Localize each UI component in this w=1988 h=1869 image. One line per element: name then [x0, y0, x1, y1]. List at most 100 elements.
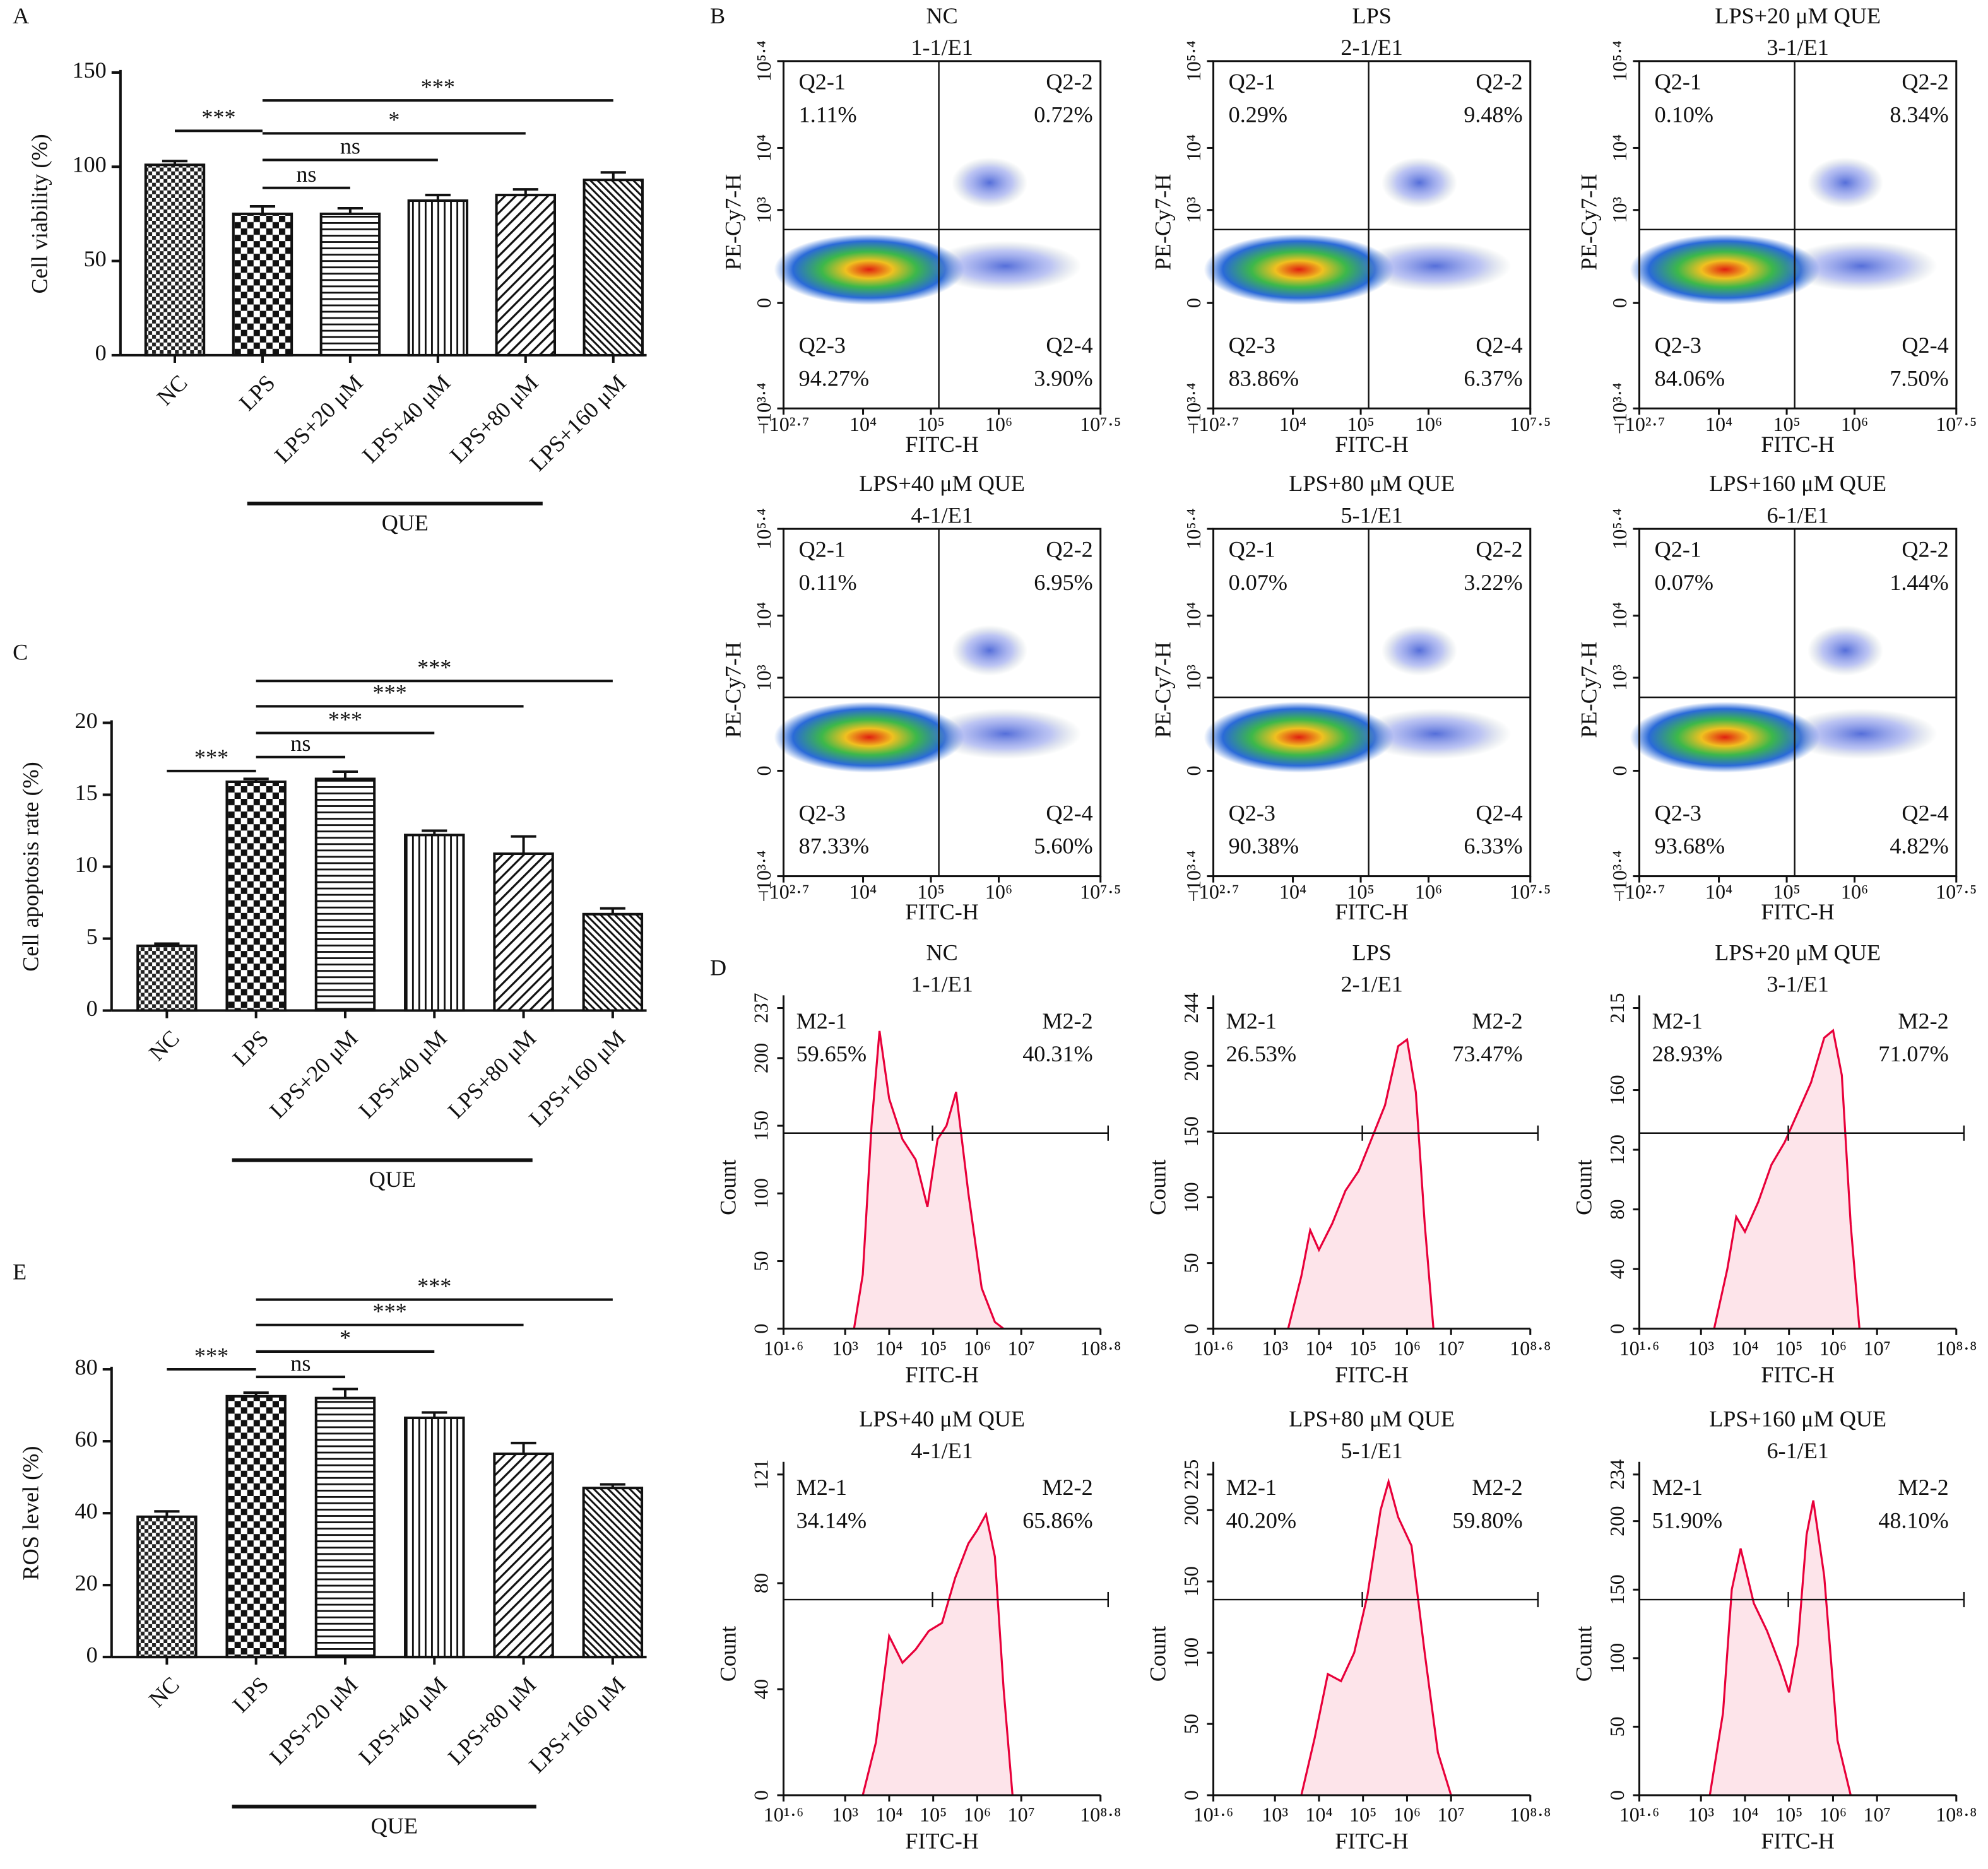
x-tick-label: LPS+40 μM	[357, 370, 455, 468]
y-tick-label: 40	[750, 1679, 772, 1699]
y-axis-label: PE-Cy7-H	[720, 174, 745, 271]
bar	[404, 834, 465, 1012]
y-tick-label: 10³	[752, 197, 775, 223]
plot-subtitle: 5-1/E1	[1340, 502, 1402, 528]
quadrant-value: 83.86%	[1229, 365, 1299, 391]
y-tick-label: 200	[750, 1043, 772, 1073]
x-tick-label: 10⁸·⁸	[1080, 1336, 1121, 1359]
y-tick-label: 200	[1180, 1051, 1202, 1081]
gate-value: 40.31%	[1022, 1041, 1092, 1066]
x-tick-label: 10⁶	[964, 1336, 991, 1359]
y-tick-label: 50	[750, 1251, 772, 1271]
population	[1204, 702, 1394, 773]
x-tick-label: LPS+20 μM	[264, 1025, 362, 1123]
y-tick-label: 10⁴	[1608, 602, 1631, 629]
gate-name: M2-1	[1652, 1008, 1703, 1034]
y-tick-label: 10⁵·⁴	[1608, 509, 1631, 550]
quadrant-value: 87.33%	[799, 834, 869, 859]
quadrant-name: Q2-3	[1229, 800, 1275, 825]
gate-value: 71.07%	[1878, 1041, 1948, 1066]
x-axis-label: FITC-H	[905, 1362, 979, 1387]
y-tick-label: 100	[1606, 1643, 1628, 1673]
x-tick-label: 10³	[832, 1803, 858, 1826]
quadrant-value: 3.90%	[1034, 365, 1092, 391]
significance-label: ns	[296, 162, 316, 187]
x-axis-label: FITC-H	[905, 899, 979, 924]
x-tick-label: 10⁷	[1008, 1803, 1035, 1826]
x-tick-label: 10⁶	[1841, 413, 1868, 435]
y-tick-label: 150	[1180, 1566, 1202, 1596]
y-tick-label: 0	[86, 996, 98, 1021]
bar	[407, 199, 469, 357]
significance-label: ***	[417, 654, 451, 680]
significance-label: ***	[373, 680, 407, 705]
gate-name: M2-1	[796, 1008, 847, 1034]
gate-value: 65.86%	[1022, 1507, 1092, 1533]
x-tick-label: LPS	[228, 1672, 273, 1718]
significance-label: ***	[194, 745, 228, 770]
x-tick-label: 10⁸·⁸	[1510, 1803, 1551, 1826]
group-label: QUE	[369, 1167, 416, 1192]
significance-label: ***	[201, 105, 235, 130]
quadrant-value: 6.33%	[1464, 834, 1522, 859]
bar	[493, 1453, 554, 1659]
x-tick-label: 10⁴	[1305, 1803, 1332, 1826]
x-tick-label: 10⁵	[917, 880, 944, 903]
y-tick-label: 0	[1180, 1324, 1202, 1334]
plot-title: LPS+20 μM QUE	[1715, 3, 1881, 28]
x-tick-label: 10⁵	[920, 1803, 947, 1826]
x-tick-label: 10⁷·⁵	[1936, 880, 1977, 903]
group-label: QUE	[382, 510, 429, 535]
plot-frame	[783, 528, 1102, 878]
histogram-curve	[861, 1511, 1014, 1796]
x-tick-label: 10⁵	[1347, 880, 1374, 903]
y-tick-label: 100	[750, 1178, 772, 1208]
x-tick-label: LPS+80 μM	[443, 1672, 541, 1770]
y-tick-label: 10⁴	[752, 134, 775, 162]
population	[774, 702, 964, 773]
plot-title: LPS+40 μM QUE	[859, 471, 1025, 496]
population	[1359, 240, 1512, 292]
gate-value: 48.10%	[1878, 1507, 1948, 1533]
y-tick-label: 50	[1606, 1716, 1628, 1736]
x-tick-label: −10²·⁷	[1188, 880, 1240, 903]
quadrant-value: 4.82%	[1890, 834, 1948, 859]
x-tick-label: LPS+160 μM	[524, 1025, 630, 1131]
y-tick-label: 10⁴	[752, 602, 775, 629]
y-tick-label: 150	[750, 1111, 772, 1141]
x-tick-label: −10²·⁷	[758, 413, 810, 435]
y-tick-label: 5	[86, 924, 98, 949]
x-tick-label: 10⁶	[1393, 1336, 1421, 1359]
y-tick-label: 237	[750, 993, 772, 1023]
y-tick-label: 10³	[1608, 664, 1631, 691]
panel-label: A	[13, 3, 29, 28]
x-tick-label: LPS+40 μM	[354, 1025, 452, 1123]
quadrant-value: 1.44%	[1890, 570, 1948, 595]
population	[1381, 625, 1458, 676]
x-tick-label: 10⁴	[1279, 413, 1306, 435]
y-tick-label: 15	[75, 780, 98, 805]
x-axis-label: FITC-H	[1335, 899, 1409, 924]
plot-subtitle: 3-1/E1	[1766, 35, 1828, 60]
x-axis-label: FITC-H	[1335, 432, 1409, 457]
y-tick-label: 244	[1180, 993, 1202, 1023]
quadrant-name: Q2-2	[1046, 69, 1092, 94]
x-tick-label: 10³	[1262, 1336, 1288, 1359]
y-tick-label: 10⁵·⁴	[1182, 509, 1205, 550]
x-tick-label: 10⁷·⁵	[1080, 880, 1121, 903]
quadrant-name: Q2-1	[1229, 537, 1275, 562]
y-tick-label: 200	[1606, 1506, 1628, 1536]
y-tick-label: 10⁴	[1608, 134, 1631, 162]
y-axis-label: Count	[1145, 1160, 1170, 1215]
quadrant-value: 6.95%	[1034, 570, 1092, 595]
quadrant-value: 0.11%	[799, 570, 857, 595]
quadrant-name: Q2-3	[1229, 333, 1275, 358]
x-tick-label: LPS+40 μM	[354, 1672, 452, 1770]
x-tick-label: 10⁵	[1775, 1336, 1802, 1359]
quadrant-name: Q2-1	[1229, 69, 1275, 94]
plot-subtitle: 1-1/E1	[911, 35, 973, 60]
significance-label: ns	[290, 731, 311, 756]
y-tick-label: 10³	[1608, 197, 1631, 223]
plot-title: LPS+20 μM QUE	[1715, 940, 1881, 965]
y-tick-label: 234	[1606, 1459, 1628, 1490]
